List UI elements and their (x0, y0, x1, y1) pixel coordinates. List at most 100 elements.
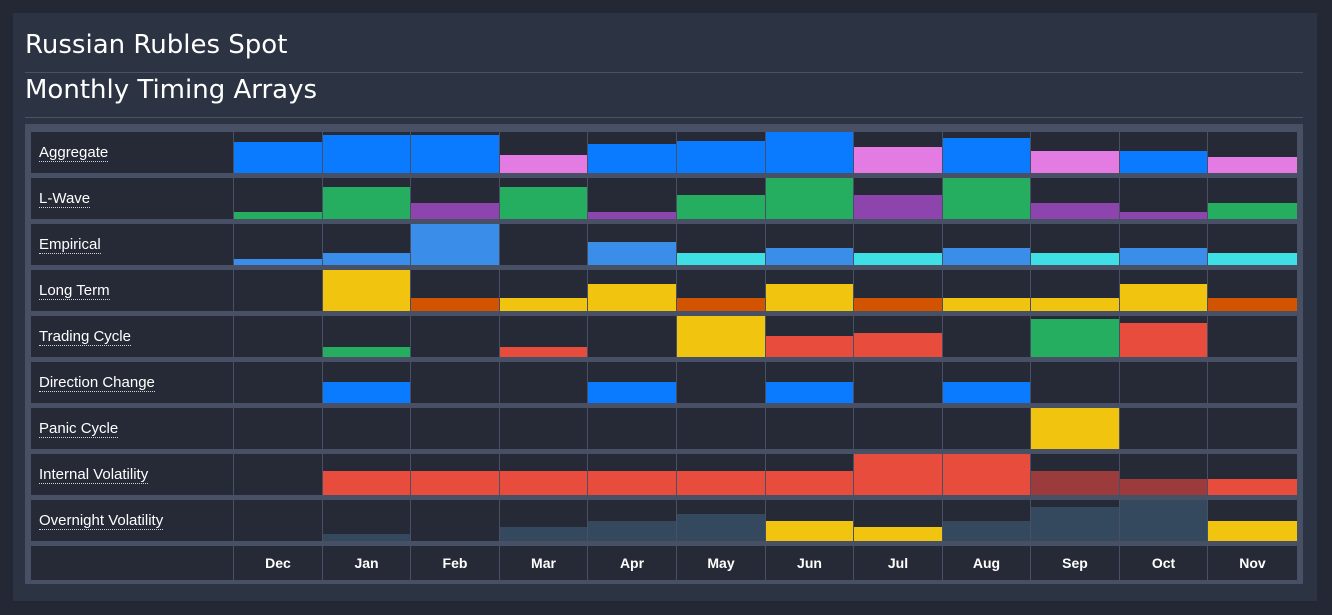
cell-empirical-jul (854, 224, 942, 265)
cell-trading-cycle-feb (411, 316, 499, 357)
bar-aggregate-may (677, 141, 765, 173)
bar-l-wave-apr (588, 212, 676, 219)
cell-l-wave-oct (1120, 178, 1207, 219)
cell-empirical-feb (411, 224, 499, 265)
bar-internal-volatility-sep (1031, 471, 1119, 495)
cell-direction-change-oct (1120, 362, 1207, 403)
bar-long-term-sep (1031, 298, 1119, 311)
bar-internal-volatility-jun (766, 471, 853, 495)
cell-aggregate-jun (766, 132, 853, 173)
bar-l-wave-oct (1120, 212, 1207, 219)
bar-empirical-jun (766, 248, 853, 265)
cell-trading-cycle-jun (766, 316, 853, 357)
row-label-text[interactable]: Internal Volatility (39, 466, 149, 484)
bar-aggregate-mar (500, 155, 587, 173)
cell-l-wave-jun (766, 178, 853, 219)
bar-internal-volatility-oct (1120, 479, 1207, 495)
row-label-text[interactable]: Long Term (39, 282, 110, 300)
row-label-text[interactable]: Overnight Volatility (39, 512, 164, 530)
cell-empirical-dec (234, 224, 322, 265)
bar-internal-volatility-jul (854, 454, 942, 495)
bar-empirical-dec (234, 259, 322, 265)
bar-overnight-volatility-nov (1208, 521, 1297, 541)
cell-overnight-volatility-oct (1120, 500, 1207, 541)
row-label-text[interactable]: Aggregate (39, 144, 109, 162)
cell-overnight-volatility-sep (1031, 500, 1119, 541)
cell-overnight-volatility-jun (766, 500, 853, 541)
row-label-long-term: Long Term (31, 270, 233, 311)
row-label-text[interactable]: L-Wave (39, 190, 91, 208)
bar-aggregate-aug (943, 138, 1030, 173)
month-label-jan: Jan (323, 546, 410, 580)
month-label-aug: Aug (943, 546, 1030, 580)
cell-panic-cycle-may (677, 408, 765, 449)
cell-internal-volatility-sep (1031, 454, 1119, 495)
cell-panic-cycle-feb (411, 408, 499, 449)
bar-trading-cycle-mar (500, 347, 587, 357)
cell-panic-cycle-mar (500, 408, 587, 449)
bar-trading-cycle-oct (1120, 323, 1207, 357)
cell-l-wave-dec (234, 178, 322, 219)
subtitle-divider (25, 117, 1303, 118)
bar-empirical-jan (323, 253, 410, 265)
bar-long-term-may (677, 298, 765, 311)
bar-direction-change-apr (588, 382, 676, 403)
cell-panic-cycle-jun (766, 408, 853, 449)
bar-long-term-aug (943, 298, 1030, 311)
cell-overnight-volatility-apr (588, 500, 676, 541)
bar-empirical-nov (1208, 253, 1297, 265)
cell-trading-cycle-jan (323, 316, 410, 357)
bar-empirical-aug (943, 248, 1030, 265)
cell-overnight-volatility-mar (500, 500, 587, 541)
bar-long-term-apr (588, 284, 676, 311)
month-label-dec: Dec (234, 546, 322, 580)
bar-long-term-jun (766, 284, 853, 311)
cell-aggregate-nov (1208, 132, 1297, 173)
cell-direction-change-mar (500, 362, 587, 403)
cell-panic-cycle-aug (943, 408, 1030, 449)
cell-aggregate-jul (854, 132, 942, 173)
cell-panic-cycle-jul (854, 408, 942, 449)
cell-internal-volatility-apr (588, 454, 676, 495)
row-label-text[interactable]: Empirical (39, 236, 101, 254)
month-label-nov: Nov (1208, 546, 1297, 580)
cell-panic-cycle-dec (234, 408, 322, 449)
row-label-internal-volatility: Internal Volatility (31, 454, 233, 495)
cell-direction-change-may (677, 362, 765, 403)
cell-internal-volatility-mar (500, 454, 587, 495)
bar-trading-cycle-jun (766, 336, 853, 357)
month-label-jun: Jun (766, 546, 853, 580)
bar-aggregate-nov (1208, 157, 1297, 173)
cell-long-term-jun (766, 270, 853, 311)
bar-aggregate-jul (854, 147, 942, 173)
bar-empirical-feb (411, 224, 499, 265)
bar-l-wave-jul (854, 195, 942, 219)
row-label-text[interactable]: Panic Cycle (39, 420, 119, 438)
bar-aggregate-oct (1120, 151, 1207, 173)
row-label-l-wave: L-Wave (31, 178, 233, 219)
cell-direction-change-jun (766, 362, 853, 403)
row-label-text[interactable]: Direction Change (39, 374, 155, 392)
row-label-direction-change: Direction Change (31, 362, 233, 403)
bar-aggregate-dec (234, 142, 322, 173)
cell-empirical-nov (1208, 224, 1297, 265)
cell-overnight-volatility-may (677, 500, 765, 541)
bar-l-wave-may (677, 195, 765, 219)
cell-direction-change-jan (323, 362, 410, 403)
cell-internal-volatility-jul (854, 454, 942, 495)
bar-long-term-mar (500, 298, 587, 311)
cell-long-term-jul (854, 270, 942, 311)
cell-aggregate-sep (1031, 132, 1119, 173)
cell-aggregate-jan (323, 132, 410, 173)
cell-overnight-volatility-jan (323, 500, 410, 541)
bar-panic-cycle-sep (1031, 408, 1119, 449)
cell-trading-cycle-may (677, 316, 765, 357)
cell-internal-volatility-aug (943, 454, 1030, 495)
cell-internal-volatility-jan (323, 454, 410, 495)
bar-internal-volatility-may (677, 471, 765, 495)
row-label-text[interactable]: Trading Cycle (39, 328, 131, 346)
bar-internal-volatility-apr (588, 471, 676, 495)
cell-trading-cycle-nov (1208, 316, 1297, 357)
bar-overnight-volatility-oct (1120, 500, 1207, 541)
cell-long-term-sep (1031, 270, 1119, 311)
